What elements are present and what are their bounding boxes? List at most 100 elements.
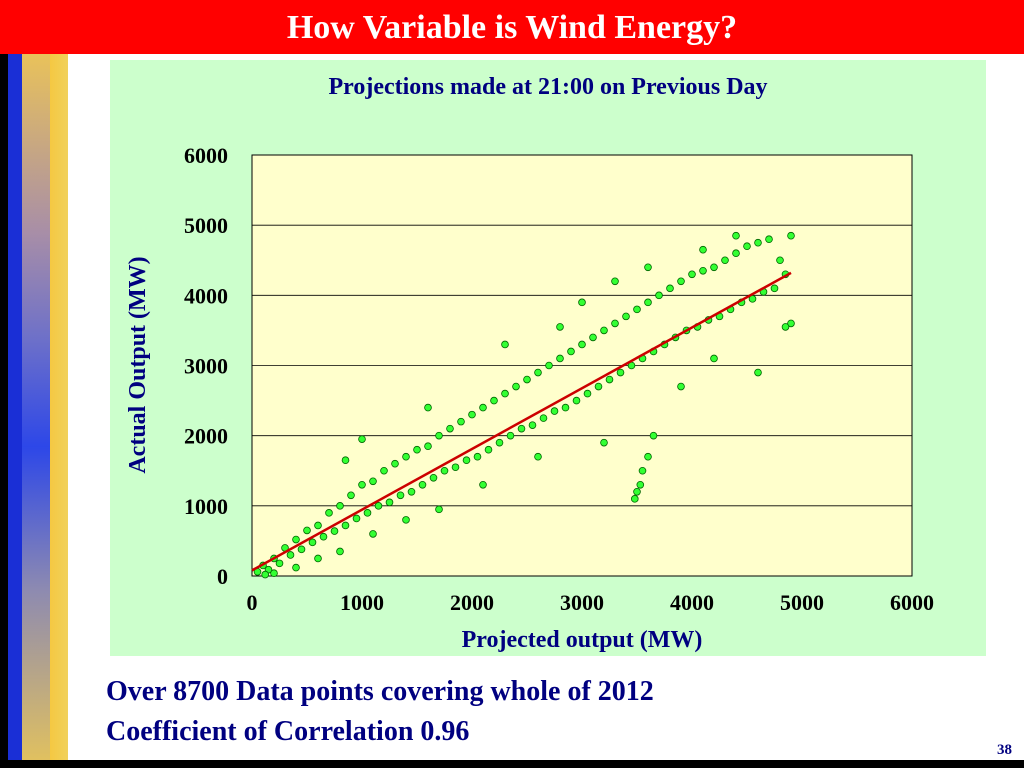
data-point — [638, 466, 647, 475]
y-tick-label: 4000 — [184, 283, 228, 308]
y-axis-label: Actual Output (MW) — [125, 256, 151, 473]
data-point — [517, 424, 526, 433]
data-point — [457, 417, 465, 426]
data-point — [600, 438, 608, 447]
data-point — [550, 407, 559, 415]
data-point — [341, 456, 350, 465]
decorative-bar-yellow — [50, 54, 68, 768]
data-point — [490, 396, 498, 405]
data-point — [484, 445, 493, 454]
data-point — [261, 570, 270, 579]
data-point — [666, 284, 674, 293]
data-point — [787, 319, 795, 328]
data-point — [572, 396, 581, 405]
data-point — [440, 466, 449, 475]
data-point — [770, 284, 779, 293]
data-point — [292, 535, 300, 544]
data-point — [611, 277, 619, 286]
data-point — [630, 495, 639, 503]
data-point — [567, 347, 575, 356]
data-point — [699, 245, 707, 254]
x-tick-label: 2000 — [450, 590, 494, 615]
data-point — [479, 480, 487, 489]
data-point — [325, 509, 333, 517]
data-point — [402, 452, 410, 461]
data-point — [468, 410, 476, 419]
y-tick-label: 2000 — [184, 424, 228, 449]
data-point — [512, 382, 520, 391]
data-point — [765, 235, 773, 244]
data-point — [539, 414, 548, 422]
data-point — [446, 424, 454, 433]
data-point — [347, 491, 355, 500]
data-point — [402, 516, 410, 524]
data-point — [787, 231, 795, 240]
data-point — [677, 382, 685, 391]
caption-line-2: Coefficient of Correlation 0.96 — [106, 716, 470, 747]
decorative-bar-blue — [8, 54, 22, 768]
data-point — [534, 368, 542, 377]
data-point — [528, 421, 537, 429]
data-point — [374, 502, 383, 510]
data-point — [396, 491, 405, 500]
data-point — [776, 256, 784, 265]
data-point — [501, 389, 509, 398]
x-tick-labels: 0 1000 2000 3000 4000 5000 6000 — [247, 590, 935, 615]
data-point — [605, 375, 614, 384]
data-point — [506, 431, 515, 440]
data-point — [721, 256, 729, 265]
data-point — [534, 452, 542, 461]
x-tick-label: 3000 — [560, 590, 604, 615]
data-point — [611, 319, 619, 328]
slide-title: How Variable is Wind Energy? — [286, 9, 738, 46]
data-point — [369, 477, 377, 486]
data-point — [391, 459, 399, 468]
data-point — [407, 487, 416, 496]
data-point — [732, 249, 740, 258]
data-point — [479, 403, 487, 412]
data-point — [358, 435, 366, 443]
data-point — [699, 266, 707, 275]
trend-line — [251, 271, 792, 572]
data-point — [545, 361, 553, 370]
data-point — [341, 521, 350, 530]
data-point — [369, 530, 377, 538]
x-tick-label: 4000 — [670, 590, 714, 615]
y-tick-label: 1000 — [184, 494, 228, 519]
x-tick-label: 6000 — [890, 590, 934, 615]
data-point — [308, 538, 317, 547]
data-point — [385, 498, 394, 507]
data-point — [451, 463, 460, 472]
data-point — [644, 452, 652, 461]
title-bar: How Variable is Wind Energy? — [0, 0, 1024, 54]
data-point — [358, 480, 366, 489]
data-point — [636, 480, 645, 489]
data-point — [589, 333, 597, 342]
data-point — [413, 445, 421, 454]
data-point — [435, 431, 443, 440]
data-point — [363, 509, 372, 517]
y-tick-labels: 0 1000 2000 3000 4000 5000 6000 — [184, 143, 228, 589]
data-point — [688, 270, 696, 279]
data-point — [644, 263, 652, 272]
bottom-frame — [0, 760, 1024, 768]
data-point — [633, 305, 641, 314]
data-point — [473, 452, 482, 461]
data-point — [319, 532, 328, 541]
data-point — [578, 340, 586, 349]
x-tick-label: 1000 — [340, 590, 384, 615]
data-point — [435, 505, 443, 514]
data-point — [380, 466, 388, 475]
data-point — [649, 431, 658, 440]
y-tick-label: 0 — [217, 564, 228, 589]
data-point — [352, 514, 361, 523]
x-tick-label: 0 — [247, 590, 258, 615]
data-point — [292, 563, 300, 572]
data-point — [501, 340, 509, 349]
data-point — [418, 480, 427, 489]
scatter-chart: 0 1000 2000 3000 4000 5000 6000 0 1000 2000 3000 4… — [125, 143, 935, 653]
data-point — [644, 298, 652, 307]
left-frame — [0, 0, 8, 768]
x-tick-label: 5000 — [780, 590, 824, 615]
data-point — [286, 551, 295, 559]
